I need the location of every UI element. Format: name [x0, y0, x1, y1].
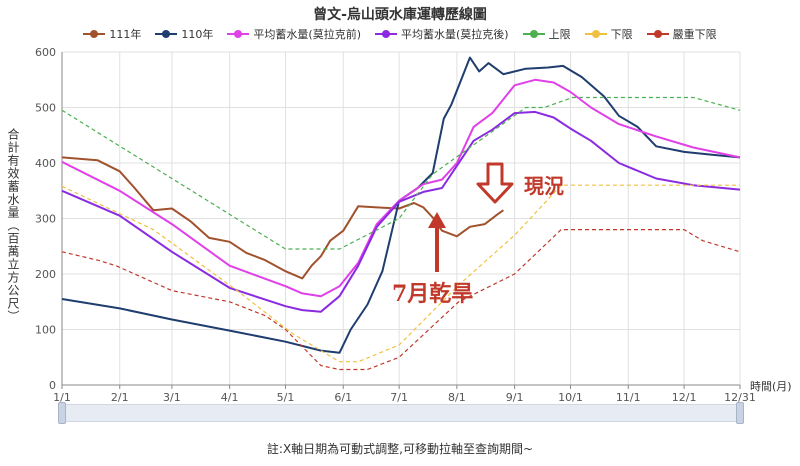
x-tick-label: 3/1 [163, 391, 181, 404]
legend-swatch [584, 29, 607, 39]
drought-arrow-head [428, 212, 446, 228]
x-tick-label: 6/1 [334, 391, 352, 404]
y-tick-label: 400 [35, 157, 56, 170]
legend-dot [529, 30, 538, 38]
series-line-2 [61, 78, 741, 298]
legend-dot [591, 30, 600, 38]
legend-swatch [375, 29, 397, 39]
x-tick-label: 1/1 [53, 391, 71, 404]
legend-dot [162, 30, 171, 38]
legend-label: 嚴重下限 [672, 28, 717, 41]
series-line-3 [61, 110, 741, 313]
legend-swatch [646, 29, 669, 39]
x-tick-label: 8/1 [448, 391, 466, 404]
x-tick-label: 10/1 [558, 391, 583, 404]
x-tick-label: 12/1 [672, 391, 697, 404]
legend-dot [234, 30, 243, 38]
series-line-5 [61, 184, 740, 363]
x-tick-label: 4/1 [221, 391, 239, 404]
x-tick-label: 5/1 [277, 391, 295, 404]
legend-dot [382, 30, 390, 38]
series-line-1 [61, 56, 741, 354]
legend-item-1[interactable]: 110年 [155, 26, 213, 42]
legend-label: 平均蓄水量(莫拉克前) [253, 28, 361, 41]
legend-label: 110年 [181, 28, 214, 41]
drought-annotation: 7月乾旱 [392, 281, 474, 307]
x-tick-label: 12/31 [724, 391, 756, 404]
legend-dot [90, 30, 99, 38]
y-tick-label: 500 [35, 102, 56, 115]
legend-item-6[interactable]: 嚴重下限 [646, 26, 717, 42]
series-line-0 [61, 156, 504, 280]
legend: 111年 110年 平均蓄水量(莫拉克前) 平均蓄水量(莫拉克後) 上限 下限 嚴重下限 [0, 26, 800, 42]
legend-label: 上限 [548, 28, 571, 41]
legend-item-5[interactable]: 下限 [584, 26, 633, 42]
current-status-annotation: 現況 [524, 174, 564, 198]
legend-item-2[interactable]: 平均蓄水量(莫拉克前) [227, 26, 361, 42]
current-arrow [476, 162, 514, 204]
y-axis-label: 合計有效蓄水量（百萬立方公尺） [6, 128, 20, 323]
legend-label: 111年 [109, 28, 142, 41]
legend-swatch [522, 29, 545, 39]
series-line-4 [61, 96, 741, 250]
y-tick-label: 100 [35, 324, 56, 337]
x-tick-label: 7/1 [390, 391, 408, 404]
legend-label: 平均蓄水量(莫拉克後) [401, 28, 509, 41]
x-tick-label: 2/1 [111, 391, 129, 404]
legend-item-4[interactable]: 上限 [522, 26, 571, 42]
x-tick-label: 11/1 [616, 391, 641, 404]
legend-item-3[interactable]: 平均蓄水量(莫拉克後) [375, 26, 509, 42]
legend-swatch [83, 29, 106, 39]
legend-swatch [155, 29, 178, 39]
legend-item-0[interactable]: 111年 [83, 26, 141, 42]
legend-label: 下限 [610, 28, 633, 41]
x-tick-label: 9/1 [506, 391, 524, 404]
y-tick-label: 600 [35, 46, 56, 59]
slider-handle-start[interactable] [58, 402, 66, 424]
series-line-6 [61, 229, 741, 371]
slider-handle-end[interactable] [736, 402, 744, 424]
date-range-slider[interactable] [62, 404, 740, 422]
footer-note: 註:X軸日期為可動式調整,可移動拉軸至查詢期間~ [266, 442, 534, 456]
y-tick-label: 0 [49, 379, 56, 392]
chart-title: 曾文-烏山頭水庫運轉歷線圖 [313, 7, 487, 23]
legend-swatch [227, 29, 250, 39]
legend-dot [653, 30, 662, 38]
y-tick-label: 300 [35, 213, 56, 226]
x-axis-label: 時間(月) [750, 380, 792, 393]
y-tick-label: 200 [35, 268, 56, 281]
